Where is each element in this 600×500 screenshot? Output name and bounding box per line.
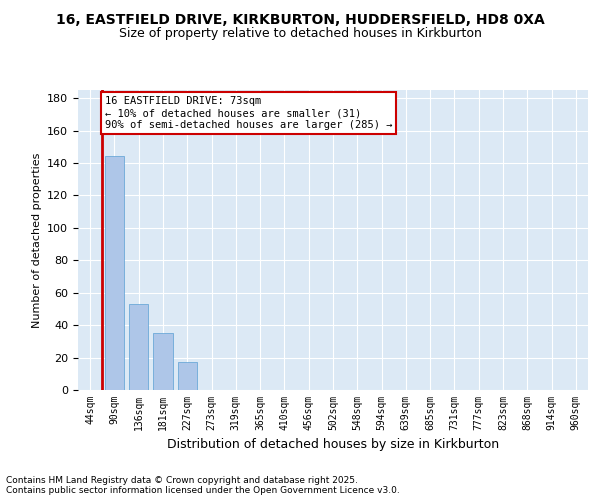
Bar	[153, 333, 173, 390]
Bar	[105, 156, 124, 390]
Text: 16, EASTFIELD DRIVE, KIRKBURTON, HUDDERSFIELD, HD8 0XA: 16, EASTFIELD DRIVE, KIRKBURTON, HUDDERS…	[56, 12, 544, 26]
Text: Contains HM Land Registry data © Crown copyright and database right 2025.
Contai: Contains HM Land Registry data © Crown c…	[6, 476, 400, 495]
Bar	[129, 304, 148, 390]
Text: Size of property relative to detached houses in Kirkburton: Size of property relative to detached ho…	[119, 28, 481, 40]
Y-axis label: Number of detached properties: Number of detached properties	[32, 152, 41, 328]
Text: 16 EASTFIELD DRIVE: 73sqm
← 10% of detached houses are smaller (31)
90% of semi-: 16 EASTFIELD DRIVE: 73sqm ← 10% of detac…	[105, 96, 392, 130]
X-axis label: Distribution of detached houses by size in Kirkburton: Distribution of detached houses by size …	[167, 438, 499, 452]
Bar	[178, 362, 197, 390]
